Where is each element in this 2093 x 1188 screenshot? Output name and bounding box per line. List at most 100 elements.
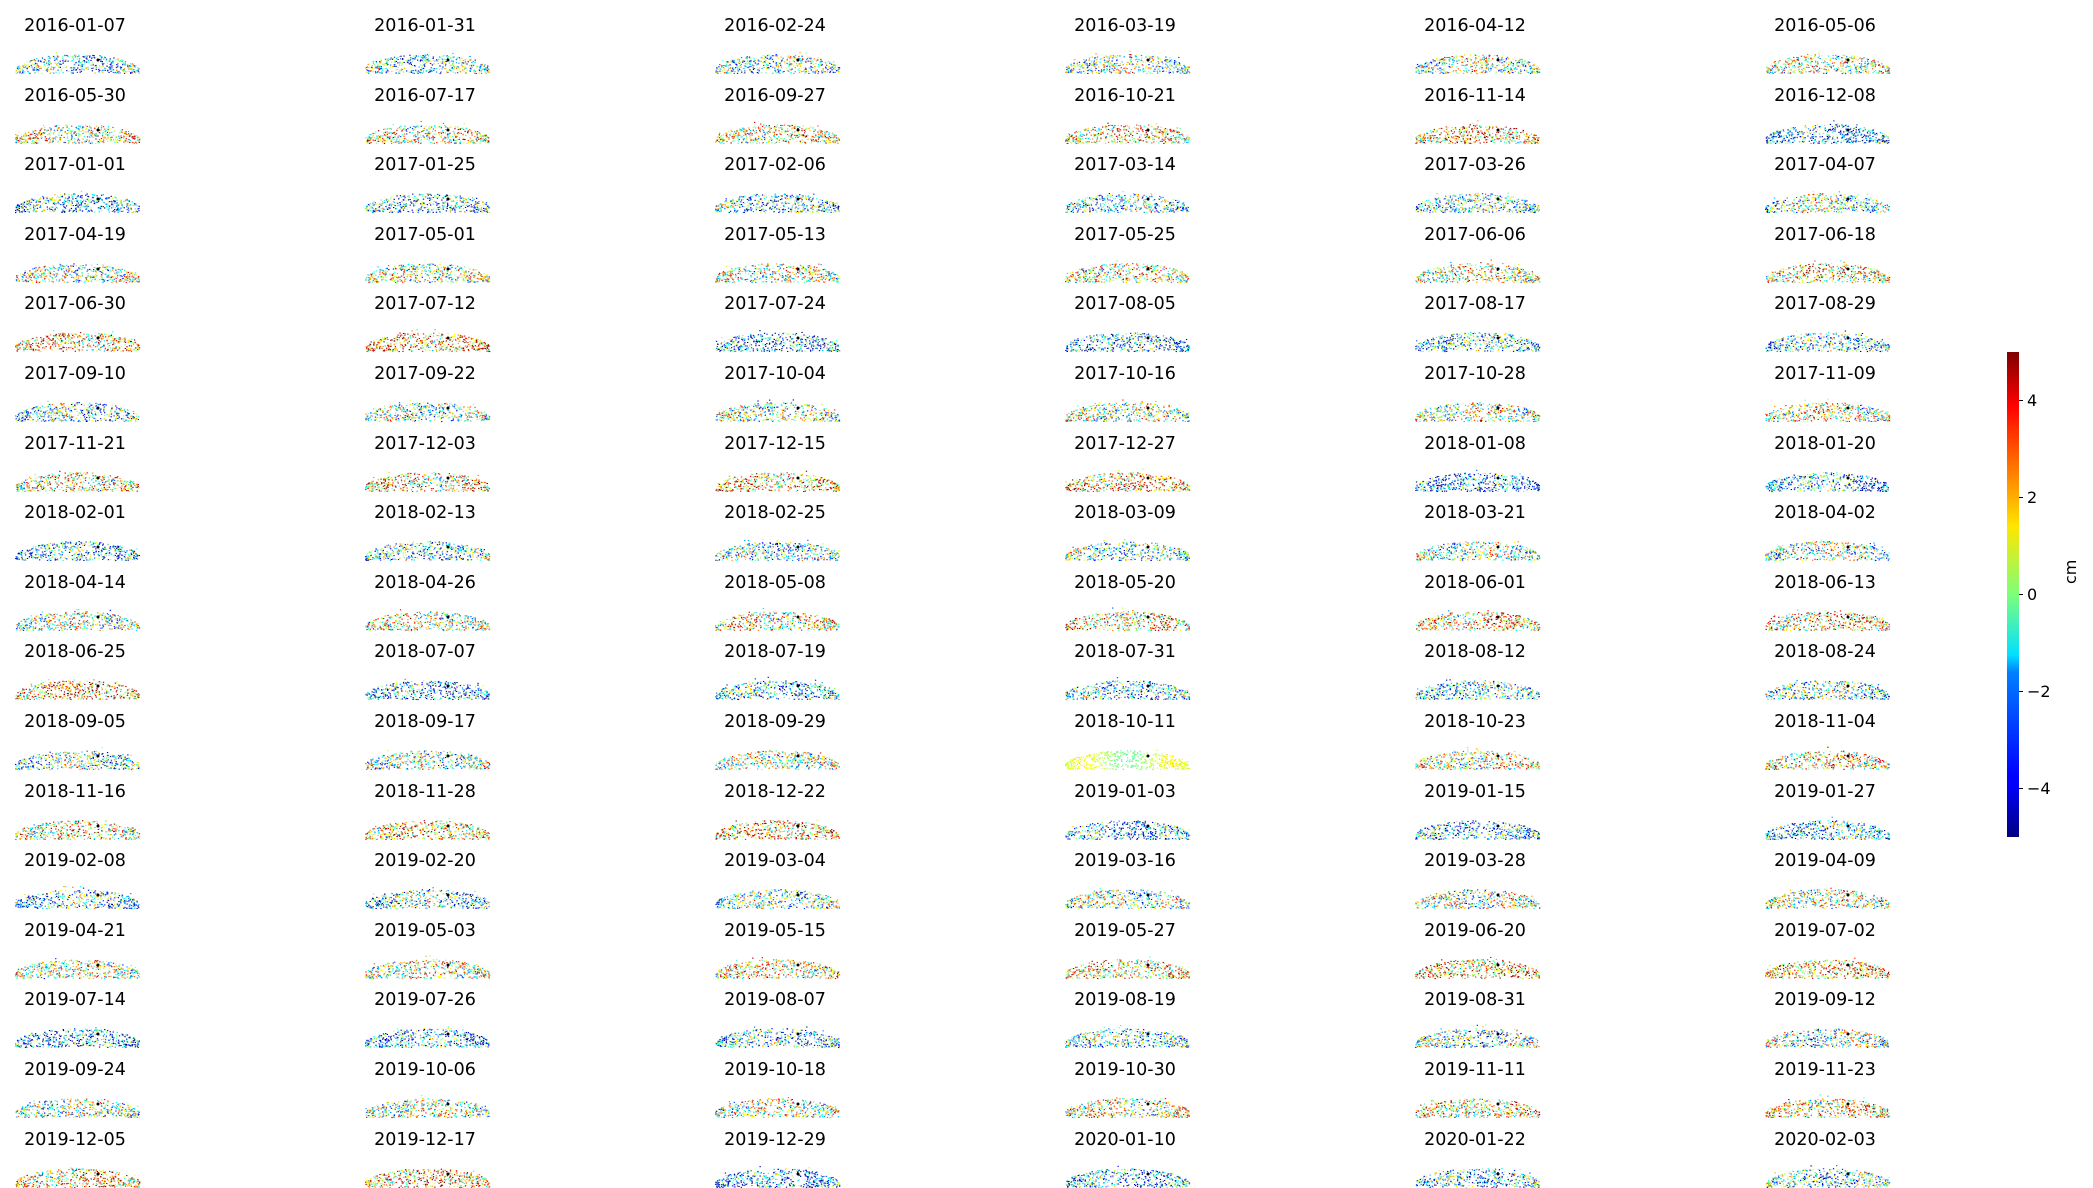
scatter-point (1839, 59, 1840, 60)
scatter-point (402, 58, 403, 59)
panel-map (1063, 44, 1191, 74)
scatter-point (718, 71, 719, 72)
scatter-point (750, 135, 751, 136)
scatter-point (1088, 138, 1089, 139)
scatter-point (17, 66, 18, 67)
scatter-point (1093, 63, 1094, 64)
scatter-point (785, 130, 786, 131)
scatter-point (425, 61, 426, 62)
scatter-point (1109, 130, 1110, 131)
scatter-point (1067, 142, 1068, 143)
scatter-point (137, 67, 138, 68)
scatter-point (418, 141, 419, 142)
scatter-point (464, 71, 465, 72)
scatter-point (1159, 129, 1160, 130)
scatter-point (1152, 137, 1153, 138)
scatter-point (762, 128, 763, 129)
scatter-point (1094, 64, 1095, 65)
scatter-point (388, 136, 389, 137)
scatter-point (1119, 55, 1120, 56)
scatter-point (1482, 57, 1483, 58)
scatter-point (1817, 62, 1818, 63)
scatter-point (1083, 59, 1084, 60)
scatter-point (99, 65, 100, 66)
scatter-point (433, 60, 434, 61)
scatter-point (809, 58, 810, 59)
scatter-point (1810, 62, 1811, 63)
scatter-point (813, 64, 814, 65)
scatter-point (1163, 132, 1164, 133)
scatter-point (1443, 68, 1444, 69)
scatter-point (760, 137, 761, 138)
scatter-point (1514, 140, 1515, 141)
scatter-point (1086, 60, 1087, 61)
scatter-point (1152, 139, 1153, 140)
scatter-point (1525, 60, 1526, 61)
scatter-point (1174, 138, 1175, 139)
scatter-point (1504, 61, 1505, 62)
scatter-point (1138, 139, 1139, 140)
scatter-point (816, 70, 817, 71)
scatter-point (777, 64, 778, 65)
scatter-point (82, 132, 83, 133)
scatter-point (1463, 73, 1464, 74)
scatter-point (1179, 72, 1180, 73)
scatter-point (779, 130, 780, 131)
scatter-point (825, 135, 826, 136)
scatter-point (435, 127, 436, 128)
scatter-point (1129, 64, 1130, 65)
scatter-point (1160, 59, 1161, 60)
scatter-point (101, 125, 102, 126)
scatter-point (1874, 71, 1875, 72)
scatter-point (1165, 132, 1166, 133)
scatter-point (471, 65, 472, 66)
scatter-point (1096, 140, 1097, 141)
scatter-point (1113, 56, 1114, 57)
scatter-point (1462, 137, 1463, 138)
scatter-point (797, 125, 798, 126)
scatter-point (1887, 68, 1888, 69)
scatter-point (368, 136, 369, 137)
scatter-point (754, 125, 755, 126)
scatter-point (733, 133, 734, 134)
scatter-point (1141, 55, 1142, 56)
scatter-point (1532, 68, 1533, 69)
scatter-point (1104, 139, 1105, 140)
scatter-point (1074, 140, 1075, 141)
scatter-point (17, 135, 18, 136)
scatter-point (1123, 129, 1124, 130)
scatter-point (125, 141, 126, 142)
scatter-point (113, 72, 114, 73)
scatter-point (1535, 140, 1536, 141)
scatter-point (787, 130, 788, 131)
scatter-point (745, 131, 746, 132)
scatter-point (1844, 73, 1845, 74)
scatter-point (801, 128, 802, 129)
scatter-point (367, 142, 368, 143)
scatter-point (828, 142, 829, 143)
scatter-point (1463, 138, 1464, 139)
scatter-point (1179, 64, 1180, 65)
scatter-point (38, 66, 39, 67)
scatter-point (47, 71, 48, 72)
scatter-point (41, 136, 42, 137)
scatter-point (1067, 138, 1068, 139)
scatter-point (1486, 62, 1487, 63)
scatter-point (826, 139, 827, 140)
scatter-point (1131, 57, 1132, 58)
scatter-point (1141, 139, 1142, 140)
scatter-point (1501, 69, 1502, 70)
scatter-point (818, 136, 819, 137)
scatter-point (776, 141, 777, 142)
scatter-point (120, 60, 121, 61)
scatter-point (1489, 56, 1490, 57)
panel: 2016-05-06 (1750, 6, 2050, 72)
scatter-point (1106, 61, 1107, 62)
scatter-point (728, 138, 729, 139)
scatter-point (799, 134, 800, 135)
scatter-point (441, 68, 442, 69)
scatter-point (1496, 65, 1497, 66)
scatter-point (747, 61, 748, 62)
scatter-point (780, 133, 781, 134)
scatter-point (1520, 71, 1521, 72)
